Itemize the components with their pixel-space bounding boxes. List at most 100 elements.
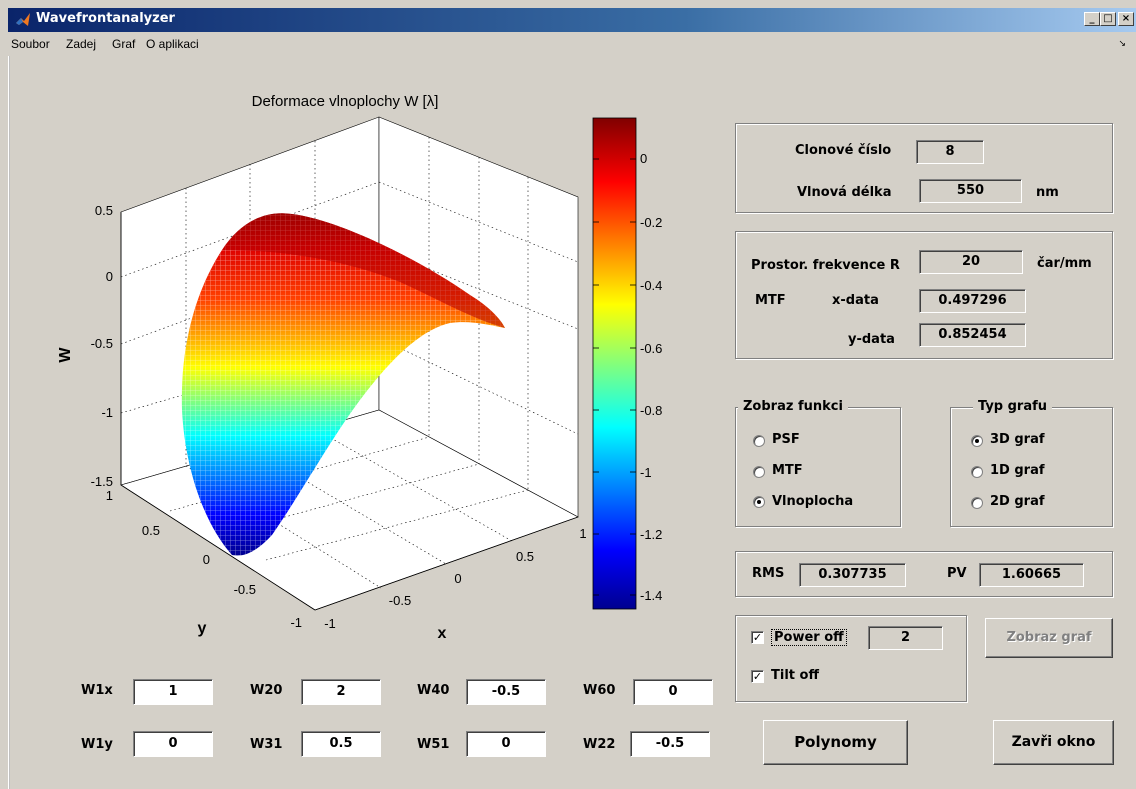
colorbar-tick: -0.8 — [640, 403, 662, 418]
mtf-y-label: y-data — [848, 332, 895, 347]
matlab-logo-icon — [16, 13, 30, 26]
coef-input-w60[interactable]: 0 — [633, 679, 713, 705]
colorbar-tick: 0 — [640, 151, 647, 166]
x-tick: -1 — [324, 616, 336, 631]
coef-input-w40[interactable]: -0.5 — [466, 679, 546, 705]
coef-input-w22[interactable]: -0.5 — [630, 731, 710, 757]
colorbar-tick: -0.2 — [640, 215, 662, 230]
colorbar-tick: -1.2 — [640, 527, 662, 542]
power-off-label[interactable]: Power off — [771, 629, 847, 646]
window-frame — [8, 56, 10, 789]
coef-input-w51[interactable]: 0 — [466, 731, 546, 757]
tilt-off-label[interactable]: Tilt off — [771, 668, 819, 683]
radio-vlnoplocha-label[interactable]: Vlnoplocha — [772, 494, 854, 509]
frequency-label: Prostor. frekvence R — [751, 258, 900, 273]
radio-mtf[interactable] — [753, 466, 765, 478]
radio-vlnoplocha[interactable] — [753, 496, 765, 508]
radio-mtf-label[interactable]: MTF — [772, 463, 803, 478]
menu-soubor[interactable]: Soubor — [11, 37, 50, 51]
radio-2d-graf-label[interactable]: 2D graf — [990, 494, 1045, 509]
radio-psf-label[interactable]: PSF — [772, 432, 800, 447]
z-tick: 0 — [106, 269, 113, 284]
coef-label-w40: W40 — [417, 683, 450, 698]
coef-label-w22: W22 — [583, 737, 616, 752]
coef-label-w60: W60 — [583, 683, 616, 698]
y-tick: 0.5 — [142, 523, 160, 538]
coef-label-w1y: W1y — [81, 737, 113, 752]
rms-label: RMS — [752, 566, 785, 581]
colorbar — [592, 117, 637, 610]
f-number-label: Clonové číslo — [795, 143, 892, 158]
show-graph-button[interactable]: Zobraz graf — [985, 618, 1113, 658]
aperture-panel: Clonové číslo 8 Vlnová délka 550 nm — [735, 123, 1113, 213]
radio-2d-graf[interactable] — [971, 497, 983, 509]
z-tick: 0.5 — [95, 203, 113, 218]
menu-bar: Soubor Zadej Graf O aplikaci ↘ — [8, 32, 1136, 56]
polynomials-button[interactable]: Polynomy — [763, 720, 908, 765]
minimize-button[interactable]: _ — [1084, 12, 1100, 26]
mtf-y-field[interactable]: 0.852454 — [919, 323, 1026, 347]
graph-type-title: Typ grafu — [973, 399, 1053, 414]
x-tick: 1 — [579, 526, 586, 541]
menu-graf[interactable]: Graf — [112, 37, 136, 51]
pv-label: PV — [947, 566, 967, 581]
colorbar-tick: -0.4 — [640, 278, 662, 293]
wavelength-field[interactable]: 550 — [919, 179, 1022, 203]
z-tick-labels: 0.5 0 -0.5 -1 -1.5 — [91, 203, 113, 489]
pv-field[interactable]: 1.60665 — [979, 563, 1084, 587]
f-number-field[interactable]: 8 — [916, 140, 984, 164]
display-function-title: Zobraz funkci — [738, 399, 848, 414]
radio-3d-graf-label[interactable]: 3D graf — [990, 432, 1045, 447]
x-tick: 0.5 — [516, 549, 534, 564]
coef-label-w31: W31 — [250, 737, 283, 752]
options-panel: ✓ Power off 2 ✓ Tilt off — [735, 615, 967, 702]
wavelength-unit: nm — [1036, 185, 1059, 200]
x-tick: -0.5 — [389, 593, 411, 608]
radio-1d-graf-label[interactable]: 1D graf — [990, 463, 1045, 478]
window-title: Wavefrontanalyzer — [36, 11, 175, 26]
wavefront-surface — [181, 213, 505, 556]
coef-input-w31[interactable]: 0.5 — [301, 731, 381, 757]
radio-psf[interactable] — [753, 435, 765, 447]
menu-zadej[interactable]: Zadej — [66, 37, 97, 51]
x-axis-label: x — [438, 625, 447, 642]
plot-title: Deformace vlnoplochy W [λ] — [252, 93, 439, 110]
power-off-checkbox[interactable]: ✓ — [751, 631, 764, 644]
y-tick: -1 — [290, 615, 302, 630]
menu-o-aplikaci[interactable]: O aplikaci — [146, 37, 199, 51]
coef-label-w51: W51 — [417, 737, 450, 752]
z-tick: -1.5 — [91, 474, 113, 489]
colorbar-tick: -1 — [640, 465, 652, 480]
coef-input-w20[interactable]: 2 — [301, 679, 381, 705]
x-tick: 0 — [454, 571, 461, 586]
colorbar-tick: -1.4 — [640, 588, 662, 603]
radio-3d-graf[interactable] — [971, 435, 983, 447]
maximize-button[interactable]: □ — [1100, 12, 1116, 26]
radio-1d-graf[interactable] — [971, 466, 983, 478]
coef-input-w1y[interactable]: 0 — [133, 731, 213, 757]
x-tick-labels: -1 -0.5 0 0.5 1 — [324, 526, 586, 631]
mtf-label: MTF — [755, 293, 786, 308]
colorbar-tick: -0.6 — [640, 341, 662, 356]
y-axis-label: y — [198, 620, 207, 637]
colorbar-ticks — [593, 158, 636, 596]
y-tick: 0 — [203, 552, 210, 567]
mtf-x-field[interactable]: 0.497296 — [919, 289, 1026, 313]
power-value-field[interactable]: 2 — [868, 626, 943, 650]
frequency-field[interactable]: 20 — [919, 250, 1023, 274]
frequency-unit: čar/mm — [1037, 256, 1092, 271]
coef-label-w1x: W1x — [81, 683, 113, 698]
dock-arrow-icon[interactable]: ↘ — [1118, 39, 1126, 49]
wavefront-3d-plot[interactable]: Deformace vlnoplochy W [λ] 0.5 0 -0.5 -1… — [0, 56, 720, 656]
rms-field[interactable]: 0.307735 — [799, 563, 906, 587]
stats-panel: RMS 0.307735 PV 1.60665 — [735, 551, 1113, 597]
display-function-group: Zobraz funkci PSF MTF Vlnoplocha — [735, 399, 901, 527]
coef-input-w1x[interactable]: 1 — [133, 679, 213, 705]
mtf-panel: Prostor. frekvence R 20 čar/mm MTF x-dat… — [735, 231, 1113, 359]
axis-lines — [120, 212, 579, 611]
close-window-button[interactable]: Zavři okno — [993, 720, 1114, 765]
colorbar-tick-labels: 0 -0.2 -0.4 -0.6 -0.8 -1 -1.2 -1.4 — [640, 151, 662, 603]
close-button[interactable]: × — [1118, 12, 1134, 26]
y-tick-labels: 1 0.5 0 -0.5 -1 — [106, 488, 302, 630]
tilt-off-checkbox[interactable]: ✓ — [751, 670, 764, 683]
